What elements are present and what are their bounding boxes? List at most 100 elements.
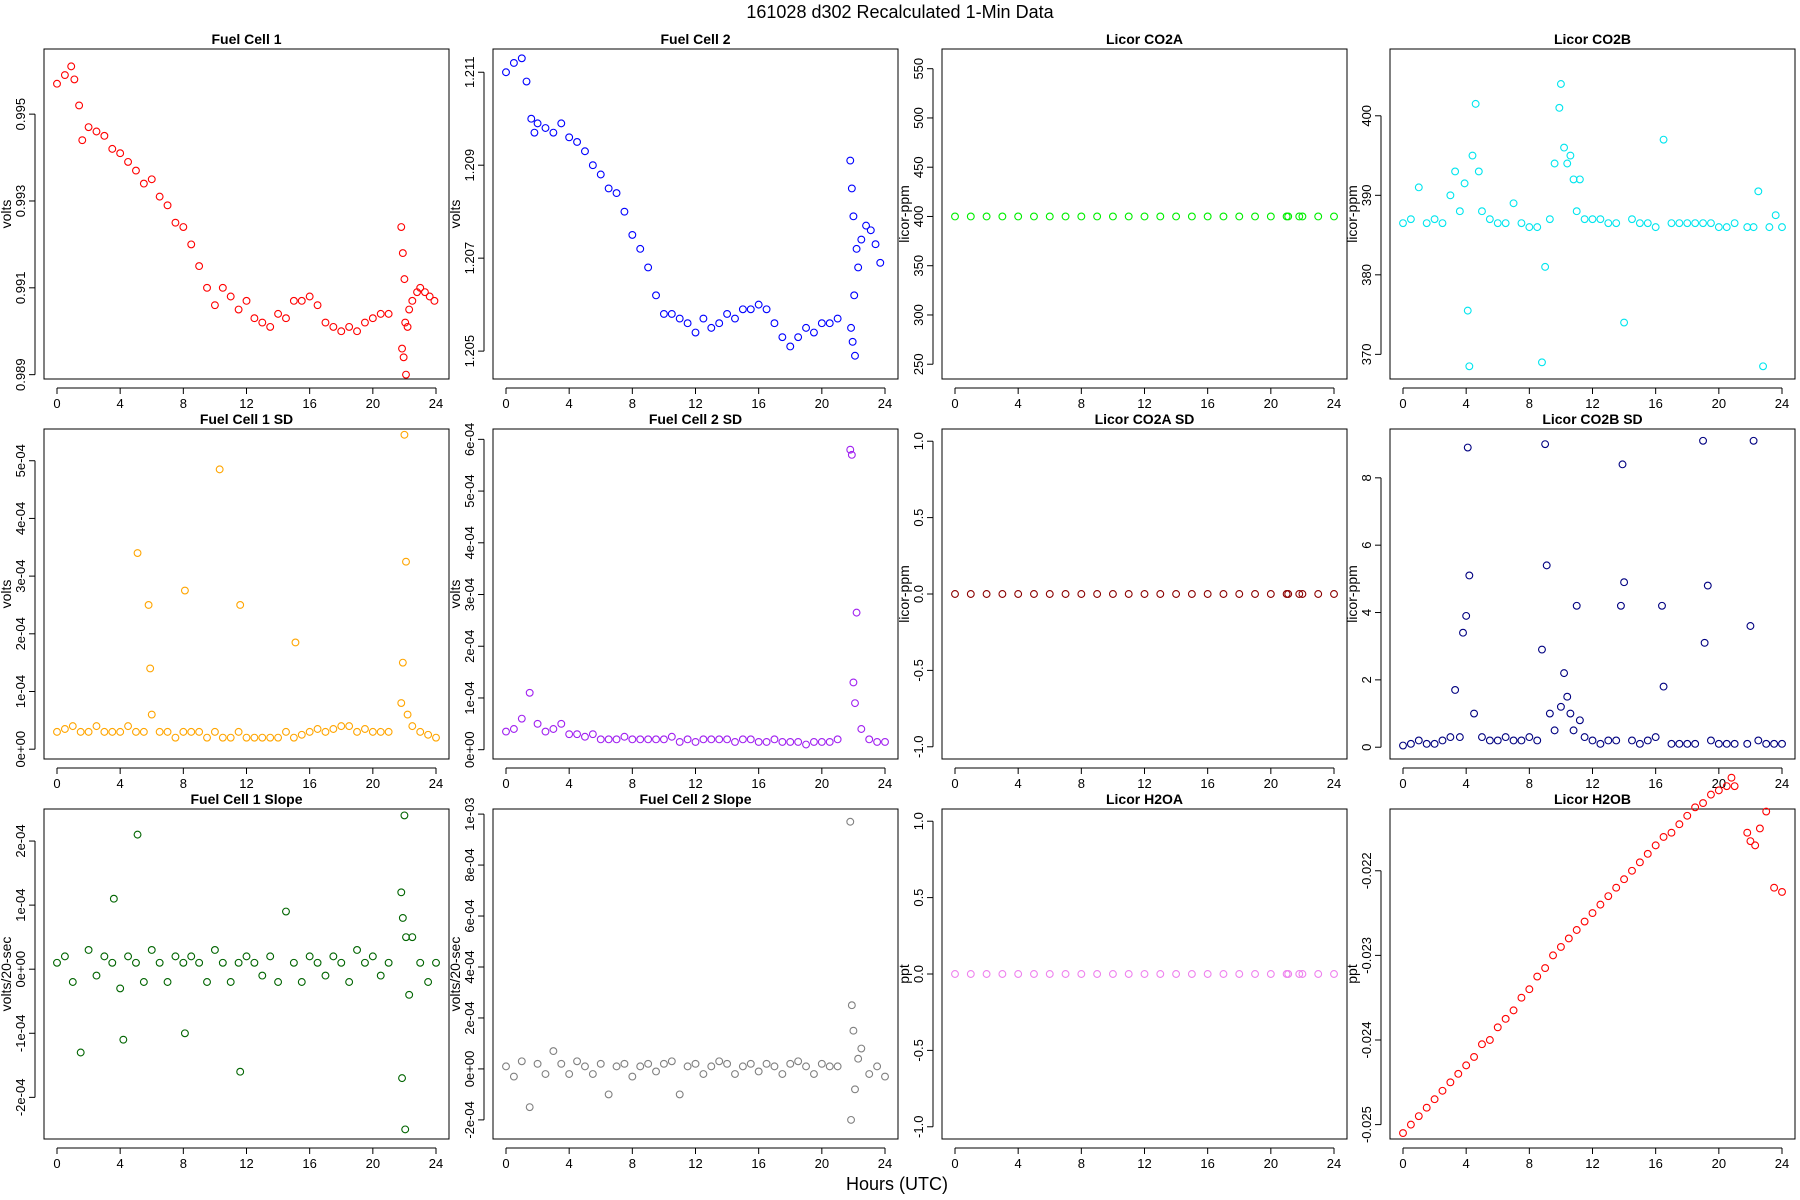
plot-frame [43, 428, 450, 760]
y-tick-label: 8 [1359, 474, 1374, 481]
data-point [147, 946, 156, 954]
data-point [998, 970, 1007, 978]
y-tick-label: 1e-04 [13, 888, 28, 921]
data-point [1675, 820, 1684, 829]
data-point [876, 258, 885, 267]
x-tick-label: 20 [366, 1156, 380, 1171]
data-point [1314, 212, 1323, 221]
data-point [1659, 135, 1668, 144]
x-tick-label: 0 [951, 1156, 958, 1171]
plot-frame [1389, 428, 1796, 760]
data-point [849, 212, 858, 221]
data-point [305, 727, 314, 736]
y-tick-label: -0.022 [1359, 852, 1374, 889]
y-tick-label: 0.0 [911, 585, 926, 603]
data-point [675, 314, 684, 323]
data-point [297, 730, 306, 739]
data-point [215, 465, 224, 474]
x-tick-label: 24 [878, 776, 892, 791]
data-point [398, 658, 407, 667]
data-point [1493, 1023, 1502, 1032]
data-point [376, 309, 385, 318]
data-point [731, 314, 739, 323]
x-tick-label: 16 [1200, 776, 1214, 791]
data-point [1295, 970, 1304, 978]
data-point [100, 131, 109, 140]
y-tick-label: 500 [911, 107, 926, 129]
data-point [100, 952, 109, 961]
data-point [1706, 219, 1715, 228]
data-point [195, 958, 204, 967]
data-point [723, 309, 732, 318]
panel-licor-co2a: Licor CO2A 0 4 8 12 16 20 24 250 300 350 400 450 500 5… [896, 31, 1348, 411]
x-tick-label: 12 [1137, 396, 1151, 411]
x-tick-label: 8 [629, 776, 636, 791]
data-point [557, 119, 566, 128]
data-point [1470, 1052, 1479, 1061]
data-point [1430, 215, 1439, 224]
data-point [851, 1085, 859, 1094]
x-tick-label: 12 [239, 396, 253, 411]
x-tick-label: 24 [1327, 1156, 1341, 1171]
data-point [274, 309, 283, 318]
x-axis: 0 4 8 12 16 20 24 [951, 387, 1341, 411]
data-point [132, 166, 140, 175]
plot-frame [1389, 48, 1796, 380]
data-point [527, 114, 536, 123]
data-point [68, 978, 77, 986]
data-point [226, 978, 235, 986]
data-point [1628, 736, 1636, 745]
data-point [1612, 736, 1621, 745]
data-point [1298, 212, 1307, 221]
data-point [1219, 970, 1228, 978]
y-tick-label: 6e-04 [462, 423, 477, 456]
x-tick-label: 20 [815, 396, 829, 411]
data-point [1722, 782, 1731, 791]
y-tick-label: -1.0 [911, 1116, 926, 1138]
data-point [1108, 212, 1117, 221]
data-point [1471, 99, 1480, 108]
data-point [360, 725, 369, 733]
data-point [1683, 219, 1692, 228]
data-point [329, 725, 338, 733]
y-axis-label: volts [0, 580, 14, 609]
data-point [155, 192, 164, 201]
data-points [53, 62, 439, 379]
x-tick-label: 20 [1712, 776, 1726, 791]
data-point [210, 946, 219, 954]
data-point [854, 263, 863, 272]
data-point [430, 296, 439, 305]
data-point [565, 133, 574, 142]
data-point [1563, 159, 1572, 168]
data-points [951, 212, 1338, 221]
y-axis: 250 300 350 400 450 500 550 licor-ppm [896, 58, 934, 375]
data-point [1140, 212, 1149, 221]
panel-fuel-cell-1: Fuel Cell 10 4 8 12 16 20 240.9890.9910.9930.9… [0, 31, 450, 411]
panel-fuel-cell-2: Fuel Cell 20 4 8 12 16 20 241.2051.2071.2091.2… [447, 31, 899, 411]
y-tick-label: -1e-04 [13, 1014, 28, 1052]
data-point [313, 301, 322, 310]
x-tick-label: 0 [951, 776, 958, 791]
data-point [133, 830, 142, 839]
data-point [1550, 159, 1559, 168]
data-point [1493, 736, 1502, 745]
data-point [289, 733, 298, 742]
data-point [337, 958, 346, 967]
x-tick-label: 16 [1200, 1156, 1214, 1171]
x-tick-label: 8 [1526, 776, 1533, 791]
data-point [1295, 590, 1304, 598]
x-tick-label: 20 [815, 776, 829, 791]
y-axis-label: licor-ppm [1344, 185, 1360, 243]
data-point [289, 296, 298, 305]
data-point [305, 292, 314, 301]
data-point [549, 725, 558, 733]
data-point [754, 737, 763, 746]
data-point [1462, 1061, 1471, 1070]
data-point [416, 958, 425, 967]
data-point [116, 727, 125, 736]
data-point [1414, 736, 1423, 745]
x-tick-label: 0 [53, 776, 60, 791]
data-point [1517, 993, 1526, 1002]
x-tick-label: 0 [1399, 776, 1406, 791]
data-point [226, 292, 235, 301]
